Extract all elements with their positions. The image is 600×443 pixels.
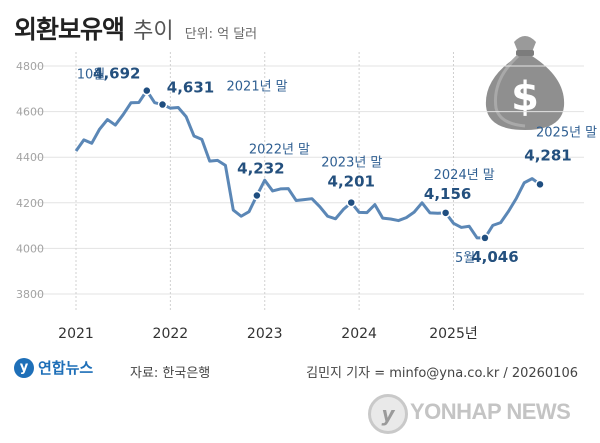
annotation-prefix: 2022년 말 (249, 143, 310, 158)
x-tick-label: 2024 (341, 326, 377, 342)
x-tick-label: 2021 (58, 326, 94, 342)
chart-title: 외환보유액 추이 단위: 억 달러 (14, 10, 257, 46)
yonhap-logo-icon: y (14, 358, 34, 378)
annotation-prefix: 2024년 말 (434, 168, 495, 183)
y-tick-label: 3800 (16, 288, 44, 301)
annotation-prefix: 5월 (455, 251, 475, 266)
y-tick-label: 4400 (16, 151, 44, 164)
data-point-marker (440, 208, 451, 218)
title-sub: 추이 (133, 19, 174, 44)
logo-text: 연합뉴스 (38, 359, 94, 377)
series-line (74, 89, 541, 240)
unit-label: 단위: 억 달러 (184, 27, 258, 42)
annotation-suffix: 2021년 말 (227, 80, 288, 95)
data-point-marker (157, 99, 168, 110)
annotation-prefix: 2025년 말 (536, 125, 597, 140)
y-tick-label: 4200 (16, 197, 44, 210)
credit-text: 김민지 기자 = minfo@yna.co.kr / 20260106 (306, 366, 578, 381)
svg-text:$: $ (511, 74, 539, 120)
data-label: 4,232 (237, 160, 284, 178)
data-point-marker (252, 190, 262, 201)
data-point-marker (346, 197, 357, 208)
data-point-marker (142, 85, 152, 96)
x-tick-label: 2025년 (429, 326, 478, 342)
watermark-logo-icon: y (368, 394, 408, 434)
y-tick-label: 4000 (16, 242, 44, 255)
yonhap-logo: y 연합뉴스 (14, 356, 124, 380)
x-tick-label: 2022 (153, 326, 189, 342)
watermark-text: YONHAP NEWS (410, 399, 571, 424)
data-label: 4,046 (471, 248, 518, 266)
data-label: 4,281 (524, 146, 571, 164)
y-tick-label: 4800 (16, 60, 44, 73)
title-main: 외환보유액 (14, 15, 125, 44)
y-tick-label: 4600 (16, 106, 44, 119)
x-tick-label: 2023 (247, 326, 283, 342)
data-label: 4,692 (93, 65, 140, 83)
data-point-marker (535, 179, 545, 190)
data-label: 4,156 (424, 185, 471, 203)
annotation-prefix: 2023년 말 (321, 156, 382, 171)
data-label: 4,631 (167, 79, 214, 97)
source-text: 자료: 한국은행 (130, 366, 211, 381)
annotation-prefix: 10월 (77, 68, 106, 83)
data-label: 4,201 (328, 173, 375, 191)
data-point-marker (480, 233, 490, 243)
watermark: y YONHAP NEWS (368, 392, 588, 434)
